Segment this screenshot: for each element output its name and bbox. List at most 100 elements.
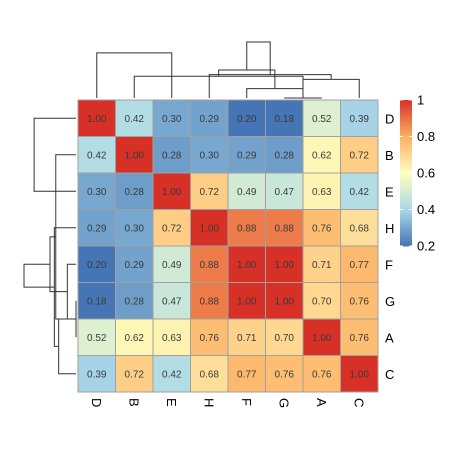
legend-gradient-segment — [400, 165, 412, 169]
cell-value-label: 0.63 — [162, 333, 182, 344]
cell-value-label: 1.00 — [87, 114, 107, 125]
heatmap-cell — [190, 355, 229, 393]
legend-gradient-segment — [400, 192, 412, 196]
cell-value-label: 0.28 — [275, 150, 295, 161]
heatmap-cell — [265, 282, 304, 320]
legend-gradient-segment — [400, 216, 412, 220]
cell-value-label: 0.70 — [275, 333, 295, 344]
cell-value-label: 0.76 — [312, 369, 332, 380]
heatmap-cell — [115, 282, 154, 320]
row-label: F — [385, 257, 393, 272]
legend-gradient-segment — [400, 168, 412, 172]
row-label: H — [385, 221, 394, 236]
heatmap-cell — [265, 136, 304, 174]
cell-value-label: 0.30 — [200, 150, 220, 161]
legend-gradient-segment — [400, 119, 412, 123]
cell-value-label: 0.76 — [275, 369, 295, 380]
column-dendrogram — [96, 41, 360, 99]
row-dendrogram — [23, 117, 77, 375]
heatmap-cell — [227, 245, 266, 283]
legend-gradient-segment — [400, 148, 412, 152]
cell-value-label: 1.00 — [237, 296, 257, 307]
heatmap-cell — [340, 355, 379, 393]
cell-value-label: 0.30 — [125, 223, 145, 234]
cell-value-label: 0.28 — [125, 296, 145, 307]
legend-gradient-segment — [400, 238, 412, 242]
dendrogram-branch — [49, 236, 68, 293]
cell-value-label: 0.62 — [312, 150, 332, 161]
legend-gradient-segment — [400, 134, 412, 137]
legend-gradient-segment — [400, 233, 412, 237]
cell-value-label: 0.49 — [162, 260, 182, 271]
heatmap-cell — [115, 99, 154, 137]
cell-value-label: 1.00 — [275, 296, 295, 307]
cell-value-label: 0.29 — [237, 150, 257, 161]
cell-value-label: 0.47 — [275, 187, 295, 198]
cell-value-label: 0.72 — [162, 223, 182, 234]
legend-gradient-segment — [400, 117, 412, 120]
legend-gradient-segment — [400, 138, 412, 142]
cell-value-label: 0.68 — [200, 369, 220, 380]
legend-gradient-segment — [400, 231, 412, 235]
heatmap-cell — [265, 318, 304, 356]
cell-value-label: 0.77 — [350, 260, 370, 271]
legend-gradient-segment — [400, 209, 412, 213]
cell-value-label: 0.18 — [87, 296, 107, 307]
row-label: A — [385, 330, 394, 345]
dendrogram-branch — [218, 69, 276, 89]
legend-gradient-segment — [400, 160, 412, 164]
legend-gradient-segment — [400, 219, 412, 223]
legend-gradient-segment — [400, 146, 412, 150]
legend-tick-label: 1 — [417, 93, 424, 108]
legend-gradient-segment — [400, 226, 412, 230]
dendrogram-branch — [55, 154, 76, 320]
legend-gradient-segment — [400, 202, 412, 206]
legend-gradient-segment — [400, 121, 412, 125]
heatmap-cell — [302, 209, 341, 247]
row-label: D — [385, 111, 394, 126]
dendrogram-branch — [96, 52, 173, 98]
cell-value-label: 0.77 — [237, 369, 257, 380]
dendrogram-branch — [23, 263, 55, 288]
cell-value-label: 0.18 — [275, 114, 295, 125]
legend-gradient-segment — [400, 211, 412, 215]
legend-tick-label: 0.4 — [417, 202, 435, 217]
cell-value-label: 0.42 — [350, 187, 370, 198]
cell-value-label: 1.00 — [312, 333, 332, 344]
legend-gradient-segment — [400, 243, 412, 247]
cell-value-label: 0.52 — [312, 114, 332, 125]
legend-gradient-segment — [400, 228, 412, 232]
heatmap-cell — [302, 172, 341, 210]
cell-value-label: 0.52 — [87, 333, 107, 344]
cell-value-label: 0.72 — [125, 369, 145, 380]
cell-value-label: 0.63 — [312, 187, 332, 198]
legend-gradient-segment — [400, 207, 412, 210]
legend-gradient-segment — [400, 129, 412, 133]
legend-gradient-segment — [400, 100, 412, 103]
heatmap-cell — [152, 209, 191, 247]
cell-value-label: 0.47 — [162, 296, 182, 307]
legend-gradient-segment — [400, 173, 412, 176]
cell-value-label: 1.00 — [350, 369, 370, 380]
legend-gradient-segment — [400, 177, 412, 181]
heatmap-cell — [115, 172, 154, 210]
row-label: C — [385, 367, 394, 382]
cell-value-label: 0.29 — [200, 114, 220, 125]
legend-gradient-segment — [400, 175, 412, 179]
legend-gradient-segment — [400, 131, 412, 135]
legend-gradient-segment — [400, 107, 412, 111]
cell-value-label: 1.00 — [162, 187, 182, 198]
column-label: G — [276, 398, 291, 408]
cell-value-label: 0.88 — [275, 223, 295, 234]
heatmap-cell — [302, 282, 341, 320]
dendrogram-branch — [246, 41, 271, 75]
column-label: E — [164, 398, 179, 407]
legend-gradient-segment — [400, 141, 412, 145]
cell-value-label: 0.76 — [350, 333, 370, 344]
legend-gradient-segment — [400, 158, 412, 162]
legend-gradient-segment — [400, 136, 412, 140]
legend-gradient-segment — [400, 190, 412, 193]
legend-gradient-segment — [400, 180, 412, 184]
